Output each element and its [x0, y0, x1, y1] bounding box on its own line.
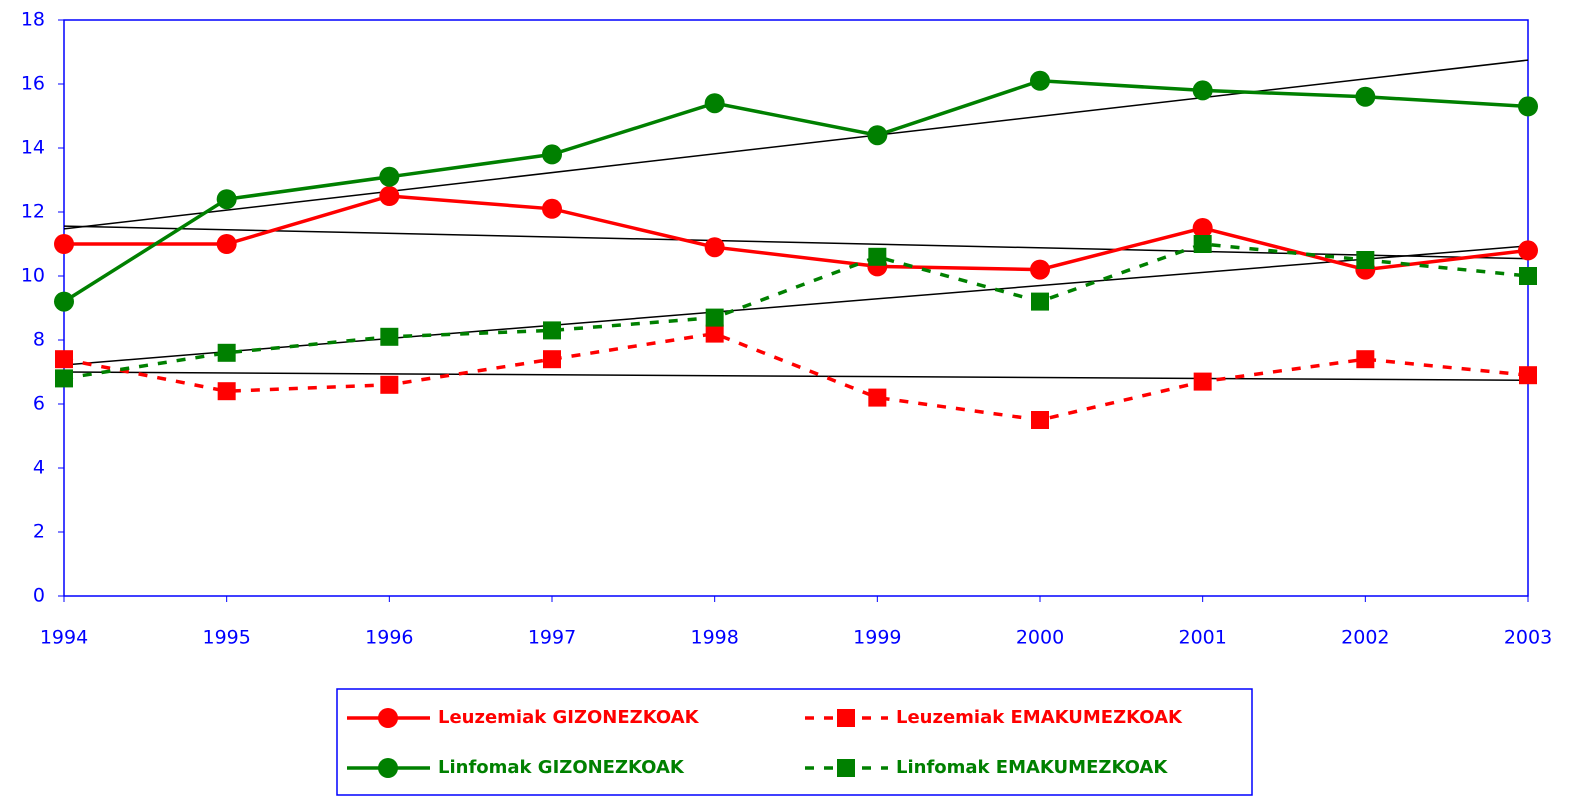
marker — [1193, 235, 1212, 253]
marker — [1518, 96, 1538, 117]
marker — [704, 93, 725, 114]
marker — [542, 198, 562, 219]
plot-frame — [63, 19, 1529, 597]
x-tick-label: 1998 — [690, 627, 738, 649]
series-line — [63, 79, 1529, 304]
marker — [216, 189, 237, 210]
x-tick-label: 1999 — [853, 627, 901, 649]
marker — [54, 291, 74, 312]
marker — [705, 324, 724, 343]
marker — [1192, 218, 1213, 238]
series-line — [64, 194, 1529, 272]
y-tick-label: 0 — [33, 585, 45, 607]
x-tick-label: 2001 — [1178, 627, 1226, 649]
marker — [542, 144, 562, 165]
legend-marker — [837, 709, 855, 727]
legend-box — [336, 688, 1253, 796]
x-tick-label: 1996 — [365, 627, 413, 649]
y-tick-label: 14 — [21, 137, 45, 159]
x-tick-label: 1997 — [528, 627, 576, 649]
marker — [380, 327, 399, 346]
marker — [55, 369, 73, 388]
x-tick-label: 2000 — [1016, 627, 1064, 649]
marker — [1356, 350, 1375, 369]
marker — [55, 350, 73, 369]
marker — [217, 382, 236, 401]
marker — [380, 375, 399, 394]
marker — [1031, 411, 1049, 429]
marker — [1519, 366, 1537, 385]
marker — [1030, 70, 1050, 91]
legend-label: Linfomak GIZONEZKOAK — [438, 757, 685, 778]
trend-line — [63, 225, 1529, 260]
x-tick-label: 1995 — [202, 627, 250, 649]
legend-marker — [378, 758, 398, 778]
x-tick-label: 2002 — [1341, 627, 1389, 649]
marker — [1030, 259, 1050, 280]
marker — [543, 321, 561, 340]
trend-line — [63, 59, 1529, 230]
marker — [705, 308, 724, 327]
marker — [1518, 240, 1538, 261]
y-tick-label: 6 — [33, 393, 45, 415]
y-tick-label: 4 — [33, 457, 45, 479]
marker — [1193, 372, 1212, 391]
y-tick-label: 2 — [33, 521, 45, 543]
marker — [54, 234, 74, 254]
legend-label: Leuzemiak GIZONEZKOAK — [438, 707, 700, 728]
marker — [868, 388, 887, 407]
y-tick-label: 16 — [21, 73, 45, 95]
y-tick-label: 8 — [33, 329, 45, 351]
marker — [1519, 267, 1537, 285]
marker — [1356, 251, 1375, 269]
marker — [543, 350, 561, 369]
legend-marker — [378, 708, 398, 728]
marker — [1031, 292, 1049, 311]
marker — [868, 247, 887, 266]
marker — [704, 237, 725, 258]
marker — [217, 343, 236, 362]
marker — [1192, 80, 1213, 101]
marker — [1355, 86, 1376, 107]
series-line — [63, 331, 1529, 422]
y-tick-label: 12 — [21, 201, 45, 223]
marker — [379, 186, 400, 206]
legend-label: Leuzemiak EMAKUMEZKOAK — [896, 707, 1183, 728]
y-tick-label: 10 — [21, 265, 45, 287]
x-tick-label: 1994 — [40, 627, 88, 649]
x-tick-label: 2003 — [1504, 627, 1552, 649]
trend-line — [63, 245, 1529, 366]
legend-label: Linfomak EMAKUMEZKOAK — [896, 757, 1168, 778]
marker — [379, 166, 400, 187]
legend-marker — [837, 759, 855, 777]
trend-line — [63, 371, 1529, 382]
y-tick-label: 18 — [21, 9, 45, 31]
marker — [216, 234, 237, 254]
marker — [867, 125, 888, 146]
